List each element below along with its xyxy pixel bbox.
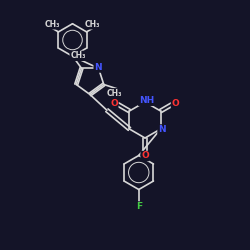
Text: F: F [136, 202, 142, 211]
Text: NH: NH [138, 96, 154, 105]
Text: O: O [172, 98, 179, 108]
Text: O: O [141, 152, 149, 160]
Text: CH₃: CH₃ [85, 20, 100, 29]
Text: N: N [94, 63, 102, 72]
Text: O: O [110, 98, 118, 108]
Text: CH₃: CH₃ [106, 89, 122, 98]
Text: CH₃: CH₃ [44, 20, 60, 29]
Text: N: N [158, 125, 166, 134]
Text: CH₃: CH₃ [70, 52, 86, 60]
